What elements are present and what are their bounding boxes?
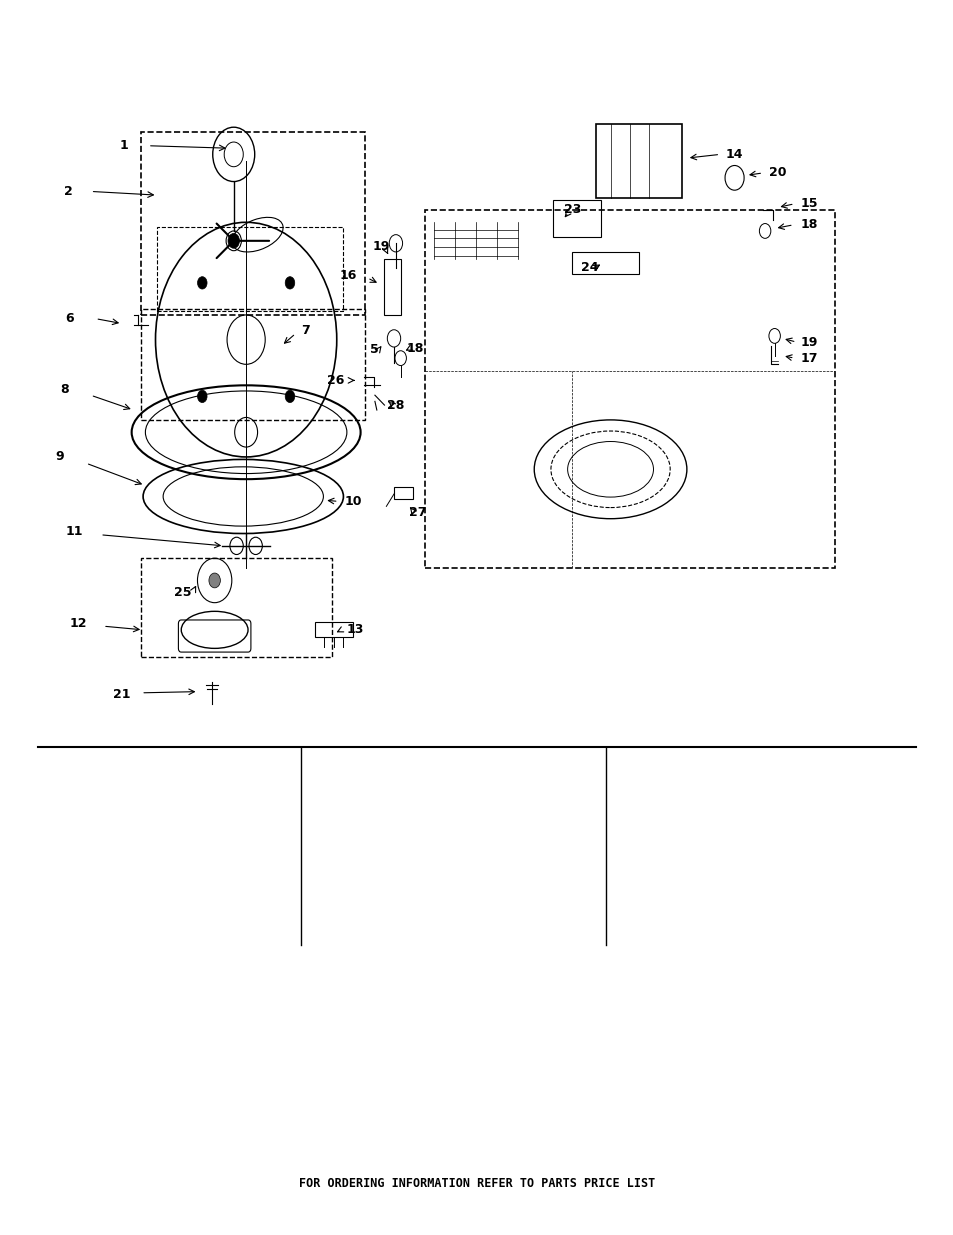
Text: 7: 7 [300, 325, 310, 337]
Text: 23: 23 [563, 204, 580, 216]
Text: 26: 26 [327, 374, 344, 387]
Bar [572, 252, 639, 274]
Bar [553, 200, 600, 237]
Text: 18: 18 [800, 219, 817, 231]
Text: 19: 19 [373, 241, 390, 253]
Text: 12: 12 [70, 618, 87, 630]
Bar [383, 259, 400, 315]
Text: 21: 21 [113, 688, 131, 700]
Bar [596, 124, 681, 198]
Bar [157, 227, 343, 311]
Text: 13: 13 [346, 624, 363, 636]
Text: 27: 27 [409, 506, 426, 519]
Circle shape [285, 390, 294, 403]
Text: 20: 20 [768, 167, 785, 179]
Text: 28: 28 [387, 399, 404, 411]
Text: 18: 18 [406, 342, 423, 354]
Text: 24: 24 [580, 262, 598, 274]
Bar [394, 487, 413, 499]
Text: 14: 14 [725, 148, 742, 161]
Text: 25: 25 [174, 587, 192, 599]
Text: 5: 5 [369, 343, 378, 356]
Text: 17: 17 [800, 352, 817, 364]
Circle shape [197, 277, 207, 289]
Text: 2: 2 [64, 185, 73, 198]
Text: 9: 9 [55, 451, 65, 463]
Bar [141, 558, 332, 657]
Bar [141, 132, 365, 315]
Circle shape [285, 277, 294, 289]
Bar [314, 622, 353, 637]
Text: 11: 11 [66, 525, 83, 537]
Text: 19: 19 [800, 336, 817, 348]
Bar [141, 309, 365, 420]
Circle shape [209, 573, 220, 588]
Circle shape [228, 233, 239, 248]
Text: 16: 16 [339, 269, 356, 282]
Text: 15: 15 [800, 198, 817, 210]
Text: 6: 6 [65, 312, 74, 325]
Text: FOR ORDERING INFORMATION REFER TO PARTS PRICE LIST: FOR ORDERING INFORMATION REFER TO PARTS … [298, 1177, 655, 1189]
Text: 1: 1 [119, 140, 129, 152]
Bar [424, 210, 834, 568]
Text: 8: 8 [60, 383, 70, 395]
Text: 10: 10 [344, 495, 361, 508]
Circle shape [197, 390, 207, 403]
